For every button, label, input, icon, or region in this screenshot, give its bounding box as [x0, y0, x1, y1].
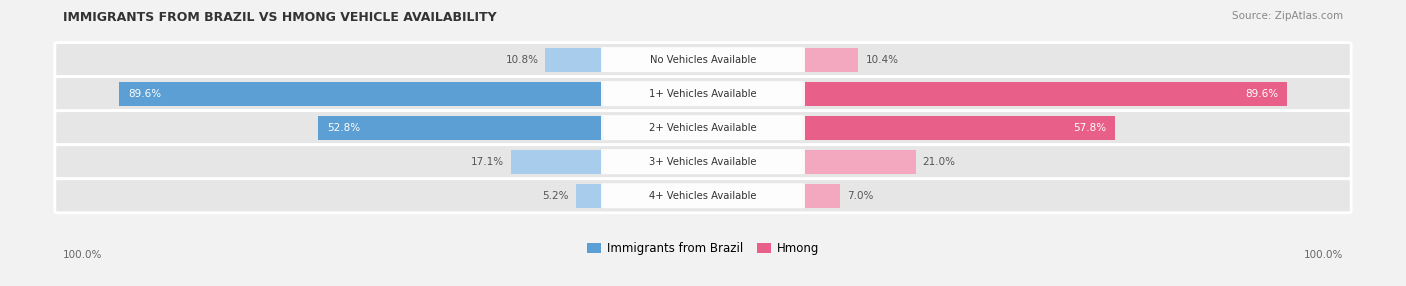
Text: 21.0%: 21.0% [922, 157, 956, 167]
Text: 100.0%: 100.0% [1303, 250, 1343, 259]
Text: 89.6%: 89.6% [128, 89, 162, 99]
Text: 17.1%: 17.1% [471, 157, 505, 167]
Text: 57.8%: 57.8% [1073, 123, 1107, 133]
Text: 5.2%: 5.2% [543, 191, 568, 201]
Text: 3+ Vehicles Available: 3+ Vehicles Available [650, 157, 756, 167]
Text: 1+ Vehicles Available: 1+ Vehicles Available [650, 89, 756, 99]
Text: 10.8%: 10.8% [505, 55, 538, 65]
Text: 10.4%: 10.4% [866, 55, 898, 65]
Legend: Immigrants from Brazil, Hmong: Immigrants from Brazil, Hmong [582, 238, 824, 260]
Text: 7.0%: 7.0% [846, 191, 873, 201]
Text: IMMIGRANTS FROM BRAZIL VS HMONG VEHICLE AVAILABILITY: IMMIGRANTS FROM BRAZIL VS HMONG VEHICLE … [63, 11, 496, 24]
Text: Source: ZipAtlas.com: Source: ZipAtlas.com [1232, 11, 1343, 21]
Text: 89.6%: 89.6% [1244, 89, 1278, 99]
Text: No Vehicles Available: No Vehicles Available [650, 55, 756, 65]
Text: 4+ Vehicles Available: 4+ Vehicles Available [650, 191, 756, 201]
Text: 100.0%: 100.0% [63, 250, 103, 259]
Text: 2+ Vehicles Available: 2+ Vehicles Available [650, 123, 756, 133]
Text: 52.8%: 52.8% [326, 123, 360, 133]
